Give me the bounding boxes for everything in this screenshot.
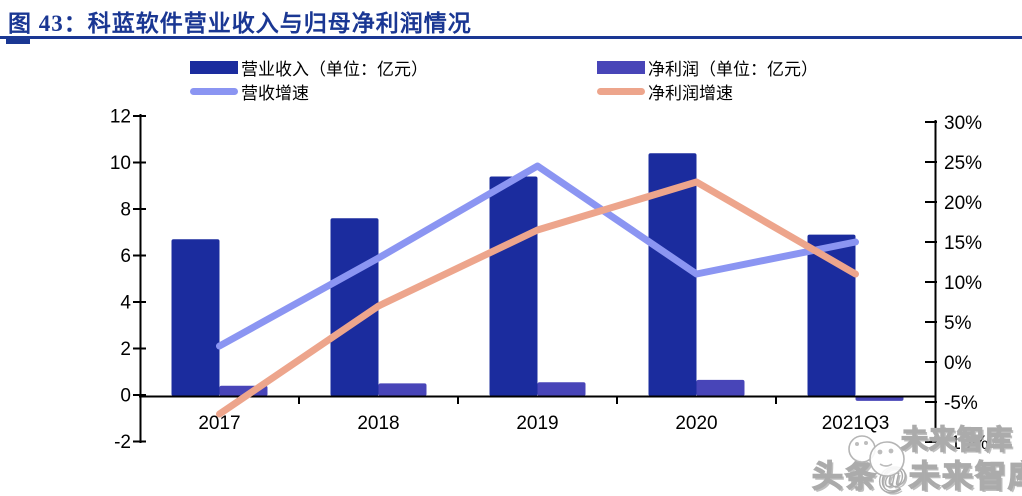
left-axis-label: 2 <box>120 339 131 360</box>
right-axis-label: 10% <box>944 273 982 294</box>
bar-revenue-2019 <box>489 176 538 396</box>
x-axis-label-2017: 2017 <box>198 413 240 434</box>
right-axis-label: 15% <box>944 233 982 254</box>
legend-item-net-profit: 净利润（单位：亿元） <box>597 55 818 80</box>
legend-label-revenue: 营业收入（单位：亿元） <box>241 60 428 79</box>
right-axis-label: 30% <box>944 113 982 134</box>
revenue-growth-line <box>216 162 859 350</box>
x-axis-label-2020: 2020 <box>675 413 717 434</box>
bar-net-profit-2019 <box>537 382 586 396</box>
right-axis-label: -5% <box>944 393 978 414</box>
bar-net-profit-2018 <box>378 383 427 396</box>
right-axis-label: 5% <box>944 313 972 334</box>
watermark-text-back: 未来智库 <box>903 427 1015 457</box>
legend-label-net-profit: 净利润（单位：亿元） <box>648 60 818 79</box>
legend-item-net-profit-growth: 净利润增速 <box>597 79 733 104</box>
bar-revenue-2020 <box>648 153 697 396</box>
right-axis-label: 0% <box>944 353 972 374</box>
left-axis-label: 12 <box>110 107 131 128</box>
x-axis-label-2019: 2019 <box>516 413 558 434</box>
left-axis-label: -2 <box>114 432 131 453</box>
title-rule <box>0 36 1022 39</box>
legend-swatch-revenue <box>190 61 238 74</box>
left-axis-label: 8 <box>120 200 131 221</box>
x-axis-label-2021Q3: 2021Q3 <box>822 413 890 434</box>
right-axis-label: 20% <box>944 193 982 214</box>
legend-swatch-net-profit-growth <box>597 88 645 95</box>
left-axis-label: 4 <box>120 293 131 314</box>
x-axis-label-2018: 2018 <box>357 413 399 434</box>
right-axis-label: 25% <box>944 153 982 174</box>
watermark-text: 头条@未来智库 <box>812 459 1022 494</box>
left-axis-label: 0 <box>120 386 131 407</box>
watermark-text-shadow: 头条@未来智库 <box>814 461 1022 496</box>
legend-swatch-net-profit <box>597 61 645 74</box>
right-axis-label: -10% <box>944 433 988 454</box>
legend-label-revenue-growth: 营收增速 <box>241 84 309 103</box>
title-rule-stub <box>6 38 30 44</box>
figure-title: 图 43：科蓝软件营业收入与归母净利润情况 <box>8 11 472 36</box>
legend-item-revenue-growth: 营收增速 <box>190 79 309 104</box>
watermark-text-top: 未来智库 <box>901 425 1013 455</box>
legend-swatch-revenue-growth <box>190 88 238 95</box>
net-profit-growth-line <box>216 178 859 418</box>
left-axis-label: 6 <box>120 246 131 267</box>
bar-revenue-2021Q3 <box>807 234 856 396</box>
left-axis-label: 10 <box>110 153 131 174</box>
bar-net-profit-2020 <box>696 379 745 396</box>
watermark-mascot-icon <box>848 435 905 477</box>
legend-label-net-profit-growth: 净利润增速 <box>648 84 733 103</box>
legend-item-revenue: 营业收入（单位：亿元） <box>190 55 428 80</box>
bar-revenue-2017 <box>171 239 220 396</box>
